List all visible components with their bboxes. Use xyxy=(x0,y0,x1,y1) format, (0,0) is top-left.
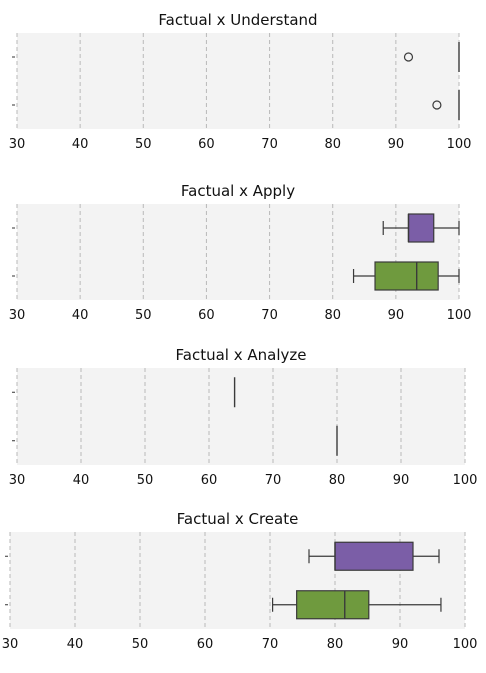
plot-area xyxy=(17,368,465,465)
panel-title: Factual x Create xyxy=(177,510,299,528)
x-tick-label: 50 xyxy=(137,473,154,488)
panel-title: Factual x Analyze xyxy=(176,346,307,364)
box-series-1 xyxy=(403,42,460,72)
x-tick-label: 100 xyxy=(453,637,478,652)
x-tick-label: 60 xyxy=(198,137,215,152)
x-tick-label: 80 xyxy=(324,308,341,323)
plot-area xyxy=(17,33,459,129)
outlier-point xyxy=(403,52,414,62)
x-tick-label: 100 xyxy=(447,137,472,152)
x-tick-label: 70 xyxy=(261,308,278,323)
box-series-1 xyxy=(382,213,460,243)
x-tick-label: 30 xyxy=(9,308,26,323)
box-series-1 xyxy=(308,541,440,571)
box-series-2 xyxy=(432,90,460,120)
x-tick-label: 70 xyxy=(265,473,282,488)
x-tick-label: 40 xyxy=(73,473,90,488)
panel-title: Factual x Apply xyxy=(181,182,295,200)
x-tick-label: 40 xyxy=(72,308,89,323)
x-tick-label: 100 xyxy=(447,308,472,323)
box-series-2 xyxy=(352,261,460,291)
box xyxy=(334,541,414,571)
x-tick-label: 30 xyxy=(9,137,26,152)
x-tick-label: 70 xyxy=(261,137,278,152)
x-tick-label: 90 xyxy=(393,473,410,488)
box-series-2 xyxy=(272,590,442,620)
x-tick-label: 40 xyxy=(72,137,89,152)
x-tick-label: 60 xyxy=(198,308,215,323)
x-tick-label: 40 xyxy=(67,637,84,652)
x-tick-label: 90 xyxy=(392,637,409,652)
x-tick-label: 80 xyxy=(324,137,341,152)
panel-2: Factual x Apply 30 40 50 60 70 80 90 100 xyxy=(9,182,472,323)
x-tick-label: 60 xyxy=(201,473,218,488)
x-tick-label: 50 xyxy=(135,137,152,152)
x-tick-label: 80 xyxy=(327,637,344,652)
x-tick-label: 70 xyxy=(262,637,279,652)
x-tick-label: 90 xyxy=(388,308,405,323)
x-tick-label: 50 xyxy=(135,308,152,323)
x-tick-label: 80 xyxy=(329,473,346,488)
panel-title: Factual x Understand xyxy=(158,11,317,29)
panel-3: Factual x Analyze 30 40 50 60 70 80 90 100 xyxy=(9,346,478,488)
x-tick-label: 90 xyxy=(388,137,405,152)
panel-4: Factual x Create 30 40 50 60 70 80 90 100 xyxy=(2,510,478,652)
x-tick-label: 30 xyxy=(2,637,19,652)
outlier-point xyxy=(432,100,442,110)
box xyxy=(296,590,370,620)
panel-1: Factual x Understand 30 40 50 60 70 80 90 100 xyxy=(9,11,472,152)
box xyxy=(374,261,439,291)
x-tick-label: 50 xyxy=(132,637,149,652)
x-tick-label: 100 xyxy=(453,473,478,488)
x-tick-label: 30 xyxy=(9,473,26,488)
box xyxy=(407,213,435,243)
x-tick-label: 60 xyxy=(197,637,214,652)
